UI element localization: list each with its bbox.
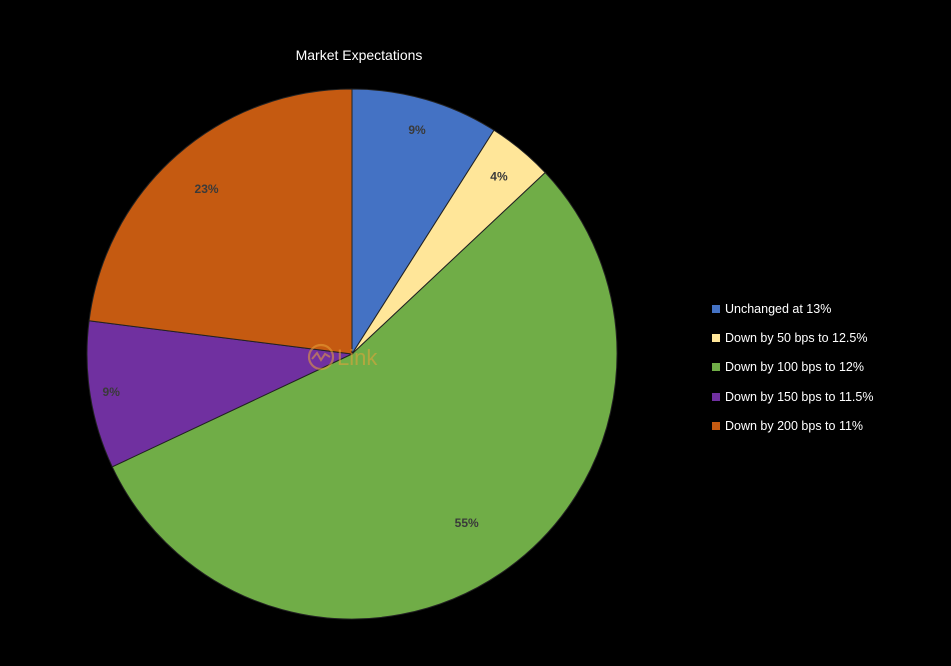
slice-data-label-2: 55% <box>455 516 479 530</box>
legend-label: Down by 100 bps to 12% <box>725 360 864 375</box>
slice-data-label-4: 23% <box>195 182 219 196</box>
chart-legend: Unchanged at 13% Down by 50 bps to 12.5% D… <box>712 294 873 440</box>
chart-title: Market Expectations <box>295 47 423 63</box>
watermark-circle-icon <box>307 343 335 371</box>
legend-item: Down by 200 bps to 11% <box>712 411 873 440</box>
slice-data-label-0: 9% <box>408 123 426 137</box>
legend-swatch <box>712 392 720 401</box>
legend-label: Down by 200 bps to 11% <box>725 418 864 433</box>
legend-label: Unchanged at 13% <box>725 301 832 316</box>
legend-item: Down by 50 bps to 12.5% <box>712 323 873 352</box>
slice-data-label-1: 4% <box>490 169 508 183</box>
watermark-logo: Link <box>307 343 378 371</box>
legend-swatch <box>712 363 720 372</box>
legend-item: Unchanged at 13% <box>712 294 873 323</box>
legend-label: Down by 150 bps to 11.5% <box>725 389 874 404</box>
slice-data-label-3: 9% <box>103 385 121 399</box>
pie-slice-0 <box>351 88 495 356</box>
legend-swatch <box>712 421 720 430</box>
legend-item: Down by 150 bps to 11.5% <box>712 382 873 411</box>
pie-slice-4 <box>88 88 353 355</box>
watermark-wave-icon <box>311 351 331 362</box>
legend-label: Down by 50 bps to 12.5% <box>725 330 868 345</box>
watermark-text: Link <box>337 345 378 370</box>
legend-item: Down by 100 bps to 12% <box>712 353 873 382</box>
pie-slice-3 <box>86 320 354 468</box>
legend-swatch <box>712 333 720 342</box>
legend-swatch <box>712 304 720 313</box>
pie-slice-2 <box>111 171 618 620</box>
